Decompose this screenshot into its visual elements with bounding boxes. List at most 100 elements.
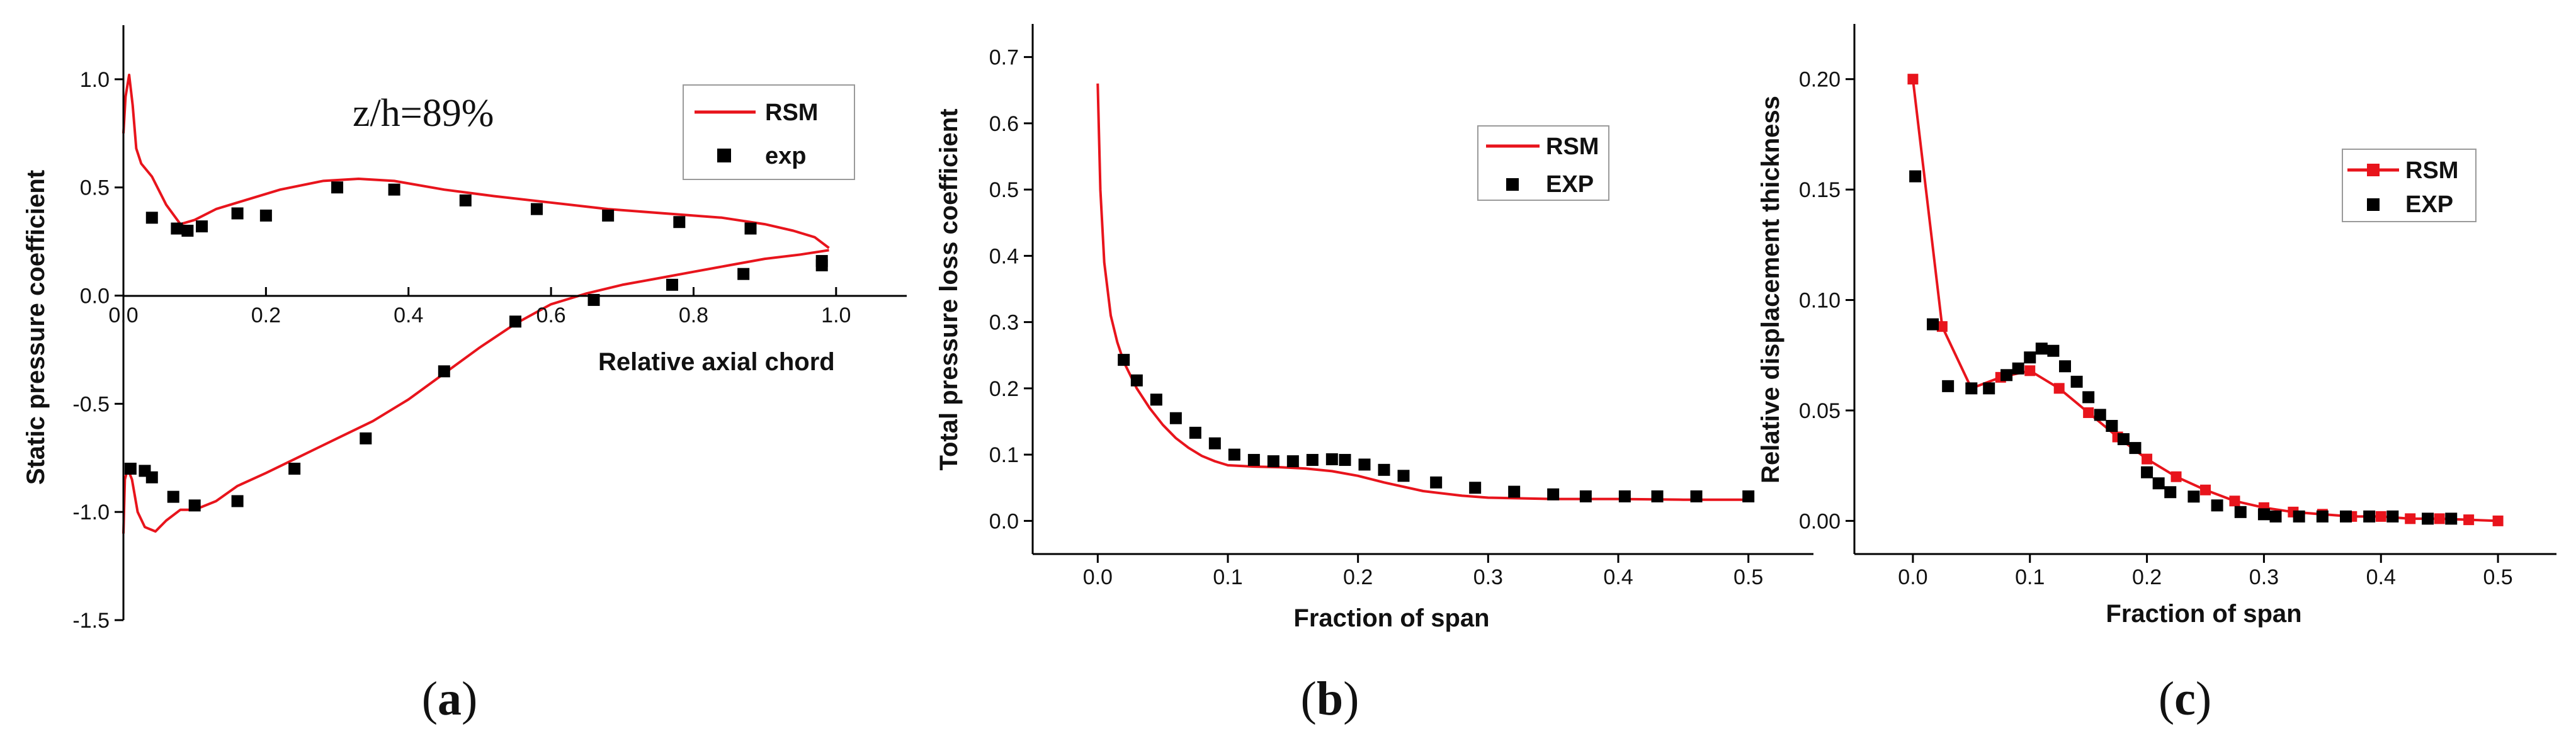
point-rsm <box>2463 514 2475 526</box>
panel-a-marks <box>122 74 830 534</box>
point-exp-upper <box>171 222 183 235</box>
point-exp-upper <box>145 212 158 224</box>
panel-c-legend-box <box>2342 149 2477 222</box>
x-tick-label: 1.0 <box>821 303 851 327</box>
panel-b-legend-exp-marker <box>1506 178 1519 191</box>
point-rsm <box>2053 383 2065 394</box>
point-exp-lower <box>815 259 828 271</box>
point-exp <box>2024 351 2036 364</box>
y-tick-label: 0.5 <box>80 176 110 200</box>
x-tick-label: 0.1 <box>2015 565 2045 589</box>
point-exp <box>1469 482 1482 494</box>
panel-a-chart: -1.5-1.0-0.50.00.51.00.0 0.2 0.4 0.6 0.8 1.0 … <box>22 25 907 633</box>
panel-c-legend-exp-label: EXP <box>2405 191 2453 218</box>
y-tick-label: 0.20 <box>1799 68 1841 92</box>
y-tick-label: 0.0 <box>80 285 110 308</box>
point-exp <box>2269 510 2282 523</box>
x-tick-label: 0.2 <box>2132 565 2162 589</box>
panel-b-legend: RSM EXP <box>1477 125 1609 201</box>
panel-c-legend-exp-marker <box>2367 198 2380 211</box>
panel-c-x-label: Fraction of span <box>2106 600 2301 628</box>
panel-c-ticks: 0.00 0.05 0.10 0.15 0.20 0.0 0.1 0.2 0.3 0.4 0.5 <box>1799 68 2513 589</box>
point-exp <box>2070 375 2083 388</box>
point-exp <box>2035 342 2048 355</box>
x-tick-label: 0.2 <box>1343 565 1373 589</box>
point-exp <box>1547 488 1560 501</box>
y-tick-label: -1.0 <box>72 501 110 524</box>
point-exp-upper <box>196 220 208 233</box>
y-tick-label: 0.05 <box>1799 399 1841 423</box>
point-exp <box>2117 433 2130 446</box>
point-exp <box>2234 506 2247 518</box>
point-exp <box>2293 510 2305 523</box>
point-exp <box>1942 380 1955 392</box>
panel-c-marks <box>1907 74 2504 526</box>
series-line-rsm-lower <box>122 249 829 534</box>
point-exp <box>1306 454 1319 467</box>
y-tick-label: 0.2 <box>989 377 1019 401</box>
panel-c-legend: RSM EXP <box>2342 149 2477 222</box>
point-exp-lower <box>438 365 450 378</box>
point-exp-lower <box>737 268 750 280</box>
point-exp-lower <box>124 462 137 475</box>
x-tick-label: 0.5 <box>1733 565 1763 589</box>
panel-b-label: (b) <box>1301 672 1359 725</box>
point-rsm <box>2200 484 2211 495</box>
point-exp-lower <box>587 293 600 306</box>
point-exp <box>1286 455 1299 468</box>
point-exp <box>1742 490 1755 502</box>
x-tick-label: 0.5 <box>2483 565 2512 589</box>
point-exp <box>2141 466 2153 478</box>
point-exp <box>1247 454 1260 467</box>
panel-c-legend-rsm-marker <box>2367 164 2380 176</box>
y-tick-label: 0.5 <box>989 178 1019 202</box>
point-rsm <box>2024 365 2036 376</box>
point-exp <box>2082 391 2095 404</box>
point-exp <box>2316 510 2329 523</box>
point-exp <box>1965 382 1978 395</box>
x-tick-label: 0.0 <box>1083 565 1113 589</box>
point-exp-upper <box>388 183 400 196</box>
point-rsm <box>1907 74 1919 85</box>
point-exp <box>2187 490 2200 503</box>
point-exp <box>2164 486 2177 499</box>
point-rsm <box>1936 321 1948 332</box>
point-exp <box>1189 426 1201 439</box>
point-exp <box>2106 420 2118 433</box>
y-tick-label: 0.0 <box>989 509 1019 533</box>
point-exp <box>1927 318 1939 331</box>
point-exp <box>1378 463 1390 476</box>
panel-a-annotation: z/h=89% <box>353 92 494 135</box>
point-exp <box>2257 508 2270 521</box>
point-exp <box>1983 382 1995 395</box>
panel-a-legend: RSM exp <box>683 84 855 180</box>
point-exp-upper <box>459 194 472 206</box>
point-exp <box>1267 455 1279 468</box>
point-exp <box>1358 458 1371 471</box>
point-exp <box>1651 490 1664 502</box>
y-tick-label: 0.4 <box>989 244 1019 268</box>
point-exp-upper <box>530 203 543 215</box>
point-exp <box>2059 360 2071 373</box>
panel-a-y-label: Static pressure coefficient <box>22 170 50 485</box>
point-exp <box>1397 470 1410 482</box>
x-tick-label: 0.4 <box>394 303 423 327</box>
panel-a-label: (a) <box>422 672 478 725</box>
point-exp <box>2445 512 2458 525</box>
point-exp-upper <box>602 209 615 222</box>
panel-c-letter: c <box>2174 672 2196 725</box>
point-exp <box>1690 490 1703 502</box>
point-exp <box>1430 476 1443 489</box>
y-tick-label: -0.5 <box>72 392 110 416</box>
point-exp <box>1618 490 1631 502</box>
panel-b-legend-rsm-label: RSM <box>1546 133 1599 160</box>
point-exp-lower <box>666 278 678 291</box>
point-exp-upper <box>181 224 194 237</box>
point-exp-lower <box>509 315 521 328</box>
point-exp-lower <box>288 462 301 475</box>
point-exp-upper <box>673 216 686 229</box>
y-tick-label: 0.1 <box>989 443 1019 467</box>
point-exp <box>1130 374 1143 387</box>
point-exp <box>1325 453 1338 465</box>
x-tick-label: 0.1 <box>1213 565 1242 589</box>
